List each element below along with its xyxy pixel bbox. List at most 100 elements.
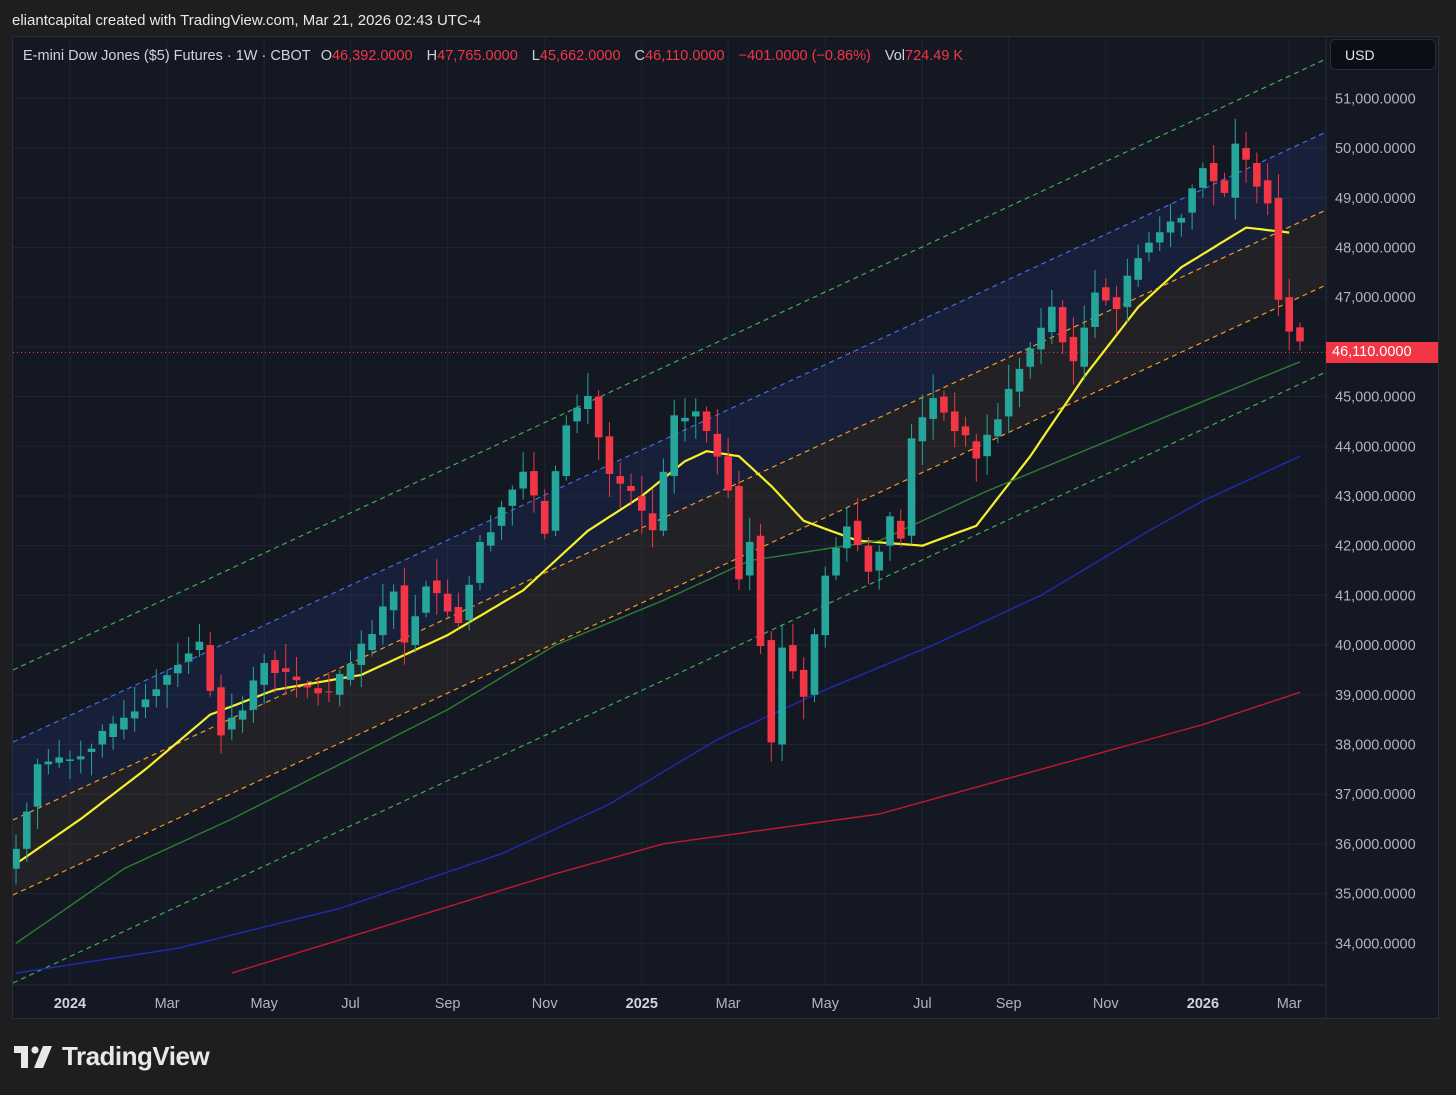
candle[interactable]	[551, 465, 560, 537]
candle[interactable]	[1091, 270, 1099, 339]
candle[interactable]	[152, 669, 161, 708]
candle[interactable]	[497, 500, 506, 540]
candle[interactable]	[1220, 172, 1229, 197]
candle[interactable]	[217, 674, 225, 754]
candle[interactable]	[918, 394, 927, 466]
candle[interactable]	[195, 624, 204, 657]
candle[interactable]	[1069, 317, 1078, 385]
candle[interactable]	[292, 656, 301, 698]
candle[interactable]	[130, 686, 139, 732]
candle[interactable]	[76, 740, 85, 774]
candle[interactable]	[13, 834, 20, 885]
candle[interactable]	[929, 374, 937, 440]
candle[interactable]	[605, 421, 614, 497]
candle[interactable]	[540, 489, 549, 540]
candle[interactable]	[141, 684, 150, 719]
candle[interactable]	[638, 475, 646, 534]
candle[interactable]	[691, 398, 700, 439]
candle[interactable]	[228, 693, 236, 741]
candle[interactable]	[1080, 305, 1089, 380]
candle[interactable]	[163, 669, 171, 709]
candle[interactable]	[756, 523, 765, 654]
candle[interactable]	[886, 511, 894, 561]
candle[interactable]	[346, 650, 355, 686]
candle[interactable]	[1188, 184, 1196, 230]
candle[interactable]	[1112, 285, 1121, 334]
candle[interactable]	[476, 535, 484, 591]
candle[interactable]	[594, 390, 603, 461]
candle[interactable]	[799, 657, 808, 720]
candle[interactable]	[907, 424, 916, 545]
candle[interactable]	[681, 398, 689, 442]
candle[interactable]	[44, 748, 53, 775]
candle[interactable]	[379, 583, 387, 645]
candle[interactable]	[357, 630, 366, 688]
candle[interactable]	[853, 498, 862, 552]
candle[interactable]	[281, 644, 290, 696]
candle[interactable]	[1155, 216, 1164, 251]
candle[interactable]	[670, 399, 678, 494]
candle[interactable]	[368, 620, 376, 657]
candle[interactable]	[1015, 357, 1024, 408]
candle[interactable]	[1134, 244, 1142, 288]
candle[interactable]	[33, 758, 42, 829]
candle[interactable]	[55, 739, 63, 769]
candle[interactable]	[465, 576, 473, 631]
candle[interactable]	[1263, 163, 1272, 216]
candle[interactable]	[1145, 232, 1153, 262]
candle[interactable]	[1199, 162, 1207, 199]
candle[interactable]	[810, 628, 819, 703]
candle[interactable]	[1177, 213, 1186, 237]
candle[interactable]	[940, 390, 948, 421]
symbol-title[interactable]: E-mini Dow Jones ($5) Futures · 1W · CBO…	[23, 48, 311, 64]
candle[interactable]	[832, 537, 840, 581]
candle[interactable]	[745, 517, 754, 591]
candle[interactable]	[400, 567, 409, 665]
candle[interactable]	[875, 545, 883, 590]
candle[interactable]	[508, 485, 517, 526]
candle[interactable]	[994, 403, 1002, 444]
candle[interactable]	[627, 473, 635, 506]
candle[interactable]	[486, 515, 495, 552]
candle[interactable]	[422, 580, 430, 618]
candle[interactable]	[778, 624, 786, 761]
candle[interactable]	[573, 394, 581, 434]
candle[interactable]	[1231, 118, 1240, 220]
candle[interactable]	[584, 373, 592, 424]
candle[interactable]	[1123, 258, 1132, 323]
candle[interactable]	[519, 452, 527, 500]
candle[interactable]	[1166, 203, 1175, 247]
candle[interactable]	[1004, 364, 1013, 434]
candle[interactable]	[174, 642, 182, 688]
candle[interactable]	[98, 724, 107, 758]
candle[interactable]	[454, 592, 463, 629]
price-chart[interactable]: 34,000.0000 35,000.0000 36,000.0000 37,000.…	[13, 37, 1438, 1018]
candle[interactable]	[864, 537, 873, 584]
candle[interactable]	[659, 458, 668, 537]
candle[interactable]	[1253, 152, 1261, 204]
candle[interactable]	[1274, 173, 1283, 317]
candle[interactable]	[821, 566, 830, 648]
candle[interactable]	[562, 415, 571, 481]
candle[interactable]	[260, 654, 268, 705]
candle[interactable]	[325, 672, 333, 702]
candle[interactable]	[22, 802, 31, 863]
candle[interactable]	[314, 679, 322, 706]
candle[interactable]	[616, 462, 625, 508]
candle[interactable]	[206, 631, 215, 697]
candle[interactable]	[184, 636, 193, 674]
candle[interactable]	[238, 696, 247, 733]
candle[interactable]	[1058, 300, 1067, 355]
candle[interactable]	[735, 471, 743, 590]
candle[interactable]	[983, 414, 991, 475]
candle[interactable]	[767, 631, 776, 762]
candle[interactable]	[335, 669, 344, 707]
candle[interactable]	[1026, 341, 1035, 379]
candle[interactable]	[648, 488, 657, 548]
candle[interactable]	[1048, 290, 1056, 344]
candle[interactable]	[972, 433, 981, 482]
candle[interactable]	[713, 409, 722, 475]
candle[interactable]	[1285, 278, 1294, 351]
candle[interactable]	[702, 406, 711, 443]
candle[interactable]	[1209, 144, 1218, 206]
